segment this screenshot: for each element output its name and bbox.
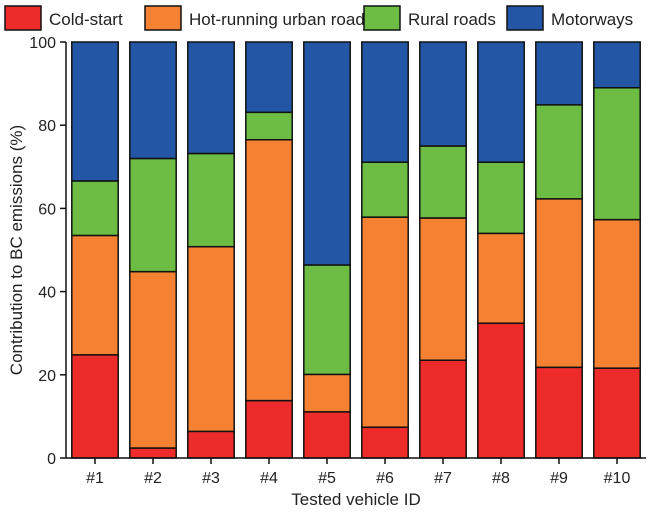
legend-swatch-rural-roads	[363, 5, 401, 31]
bar-cold-start-6	[361, 426, 409, 459]
y-axis-label: Contribution to BC emissions (%)	[7, 125, 26, 375]
bar-hot-running-urban-roads-1	[71, 234, 119, 356]
x-tick-label-4: #4	[260, 470, 278, 487]
bar-cold-start-1	[71, 354, 119, 459]
x-tick-label-3: #3	[202, 470, 220, 487]
legend-swatch-hot-running-urban-roads	[144, 5, 182, 31]
bar-hot-running-urban-roads-4	[245, 139, 293, 402]
bar-hot-running-urban-roads-5	[303, 373, 351, 413]
bar-motorways-8	[477, 41, 525, 163]
y-tick-label-40: 40	[38, 285, 56, 302]
legend-label-cold-start: Cold-start	[49, 10, 123, 29]
x-tick-label-1: #1	[86, 470, 104, 487]
bar-motorways-2	[129, 41, 177, 160]
bar-hot-running-urban-roads-8	[477, 232, 525, 324]
x-axis-label: Tested vehicle ID	[291, 490, 420, 509]
bar-rural-roads-4	[245, 111, 293, 141]
bar-cold-start-9	[535, 366, 583, 459]
bar-cold-start-4	[245, 399, 293, 459]
x-tick-label-10: #10	[604, 470, 631, 487]
bar-cold-start-5	[303, 411, 351, 459]
y-tick-label-80: 80	[38, 118, 56, 135]
bar-rural-roads-2	[129, 157, 177, 273]
bar-motorways-3	[187, 41, 235, 155]
bar-motorways-5	[303, 41, 351, 266]
legend-label-hot-running-urban-roads: Hot-running urban roads	[189, 10, 373, 29]
bar-cold-start-3	[187, 430, 235, 459]
bar-motorways-9	[535, 41, 583, 106]
legend-label-motorways: Motorways	[551, 10, 633, 29]
x-tick-label-8: #8	[492, 470, 510, 487]
bar-hot-running-urban-roads-6	[361, 216, 409, 428]
bar-rural-roads-8	[477, 161, 525, 235]
bar-motorways-1	[71, 41, 119, 182]
legend-label-rural-roads: Rural roads	[408, 10, 496, 29]
y-tick-label-60: 60	[38, 201, 56, 218]
bar-hot-running-urban-roads-7	[419, 217, 467, 361]
bar-hot-running-urban-roads-2	[129, 270, 177, 449]
bar-cold-start-10	[593, 367, 641, 459]
bar-motorways-4	[245, 41, 293, 114]
legend-swatch-cold-start	[4, 5, 42, 31]
y-tick-label-100: 100	[29, 35, 56, 52]
bar-motorways-6	[361, 41, 409, 163]
bar-rural-roads-10	[593, 87, 641, 221]
bar-rural-roads-7	[419, 145, 467, 219]
bars	[71, 41, 641, 459]
bar-rural-roads-5	[303, 264, 351, 376]
x-tick-label-2: #2	[144, 470, 162, 487]
bar-hot-running-urban-roads-9	[535, 198, 583, 369]
legend: Cold-start Hot-running urban roads Rural r…	[4, 5, 633, 31]
x-tick-label-5: #5	[318, 470, 336, 487]
bar-cold-start-7	[419, 359, 467, 459]
bar-rural-roads-6	[361, 161, 409, 218]
bar-rural-roads-3	[187, 152, 235, 248]
bar-cold-start-8	[477, 322, 525, 459]
y-tick-label-20: 20	[38, 368, 56, 385]
x-tick-label-9: #9	[550, 470, 568, 487]
bar-hot-running-urban-roads-3	[187, 245, 235, 433]
bar-motorways-7	[419, 41, 467, 147]
bar-cold-start-2	[129, 447, 177, 459]
x-tick-label-6: #6	[376, 470, 394, 487]
legend-swatch-motorways	[506, 5, 544, 31]
bar-rural-roads-9	[535, 104, 583, 200]
bar-hot-running-urban-roads-10	[593, 218, 641, 369]
x-tick-label-7: #7	[434, 470, 452, 487]
axes: 0 20 40 60 80 100 #1 #2 #3 #4 #5 #6 #7 #8 #9 #10	[29, 35, 646, 487]
y-tick-label-0: 0	[47, 451, 56, 468]
bar-motorways-10	[593, 41, 641, 89]
bar-rural-roads-1	[71, 180, 119, 237]
